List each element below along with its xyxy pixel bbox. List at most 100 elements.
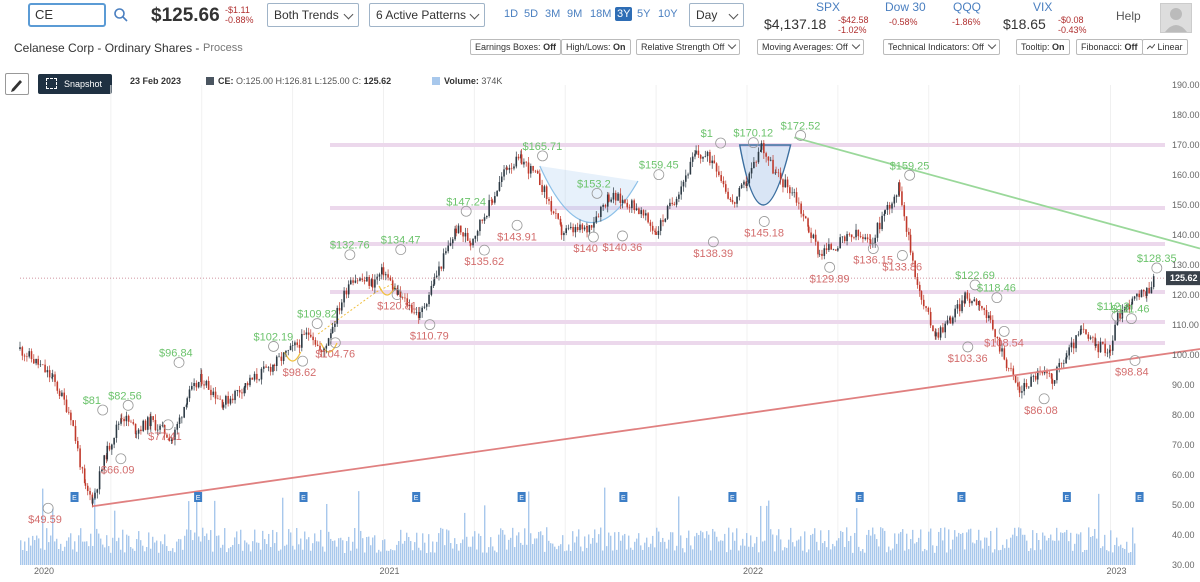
candle-body — [442, 253, 445, 269]
yellow-pattern-line — [317, 282, 395, 335]
index-spx-change-pct: -1.02% — [838, 25, 867, 35]
volume-bar — [310, 550, 312, 565]
candle-body — [1130, 304, 1133, 310]
volume-bar — [1110, 530, 1112, 565]
candle-body — [1025, 382, 1028, 388]
volume-bar — [530, 533, 532, 565]
range-10y[interactable]: 10Y — [658, 8, 678, 20]
candle-body — [837, 248, 839, 251]
symbol-search-input[interactable]: CE — [28, 3, 106, 27]
moving-averages-dropdown[interactable]: Moving Averages: Off — [757, 39, 864, 55]
high-label: $118.46 — [977, 283, 1016, 295]
volume-bar — [112, 537, 114, 565]
patterns-dropdown[interactable]: 6 Active Patterns — [369, 3, 485, 27]
volume-bar — [688, 530, 690, 565]
candle-body — [640, 210, 643, 215]
earnings-marker-box — [70, 492, 79, 502]
candle-body — [727, 191, 729, 199]
trends-dropdown[interactable]: Both Trends — [267, 3, 359, 27]
earnings-marker-box — [855, 492, 864, 502]
volume-bar — [82, 541, 84, 565]
volume-bar — [564, 551, 566, 565]
interval-dropdown[interactable]: Day — [689, 3, 744, 27]
avatar[interactable] — [1160, 3, 1192, 33]
help-link[interactable]: Help — [1116, 9, 1141, 23]
candle-body — [1080, 328, 1083, 330]
volume-bar — [1000, 549, 1002, 565]
candle-body — [1018, 386, 1021, 393]
range-5d[interactable]: 5D — [524, 8, 539, 20]
volume-bar — [1030, 548, 1032, 565]
candle-body — [757, 151, 760, 163]
volume-bar — [236, 531, 238, 565]
volume-bar — [358, 491, 360, 565]
volume-bar — [640, 545, 642, 565]
volume-bar — [312, 543, 314, 565]
candle-body — [411, 304, 413, 313]
toggle-fibonacci[interactable]: Fibonacci: Off — [1076, 39, 1143, 55]
candle-body — [54, 374, 56, 382]
candle-body — [1136, 293, 1138, 297]
range-3y[interactable]: 3Y — [615, 7, 633, 21]
candle-body — [170, 439, 173, 441]
toggle-earnings-boxes[interactable]: Earnings Boxes: Off — [470, 39, 562, 55]
candle-body — [657, 230, 660, 235]
toggle-high-lows[interactable]: High/Lows: On — [561, 39, 631, 55]
volume-bar — [500, 528, 502, 565]
volume-bar — [510, 537, 512, 565]
candle-body — [48, 370, 51, 378]
relative-strength-dropdown[interactable]: Relative Strength Off — [636, 39, 741, 55]
price-chart[interactable]: $81 $82.56 $96.84 $102.19$109.82 $132.76 $134… — [0, 80, 1200, 582]
volume-bar — [722, 540, 724, 565]
technical-indicators-dropdown[interactable]: Technical Indicators: Off — [883, 39, 1000, 55]
volume-bar — [728, 527, 730, 565]
index-dow-name[interactable]: Dow 30 — [885, 0, 926, 14]
volume-bar — [370, 545, 372, 565]
volume-bar — [666, 548, 668, 565]
candle-body — [503, 169, 505, 177]
volume-bar — [456, 544, 458, 565]
candle-body — [1121, 310, 1124, 319]
draw-tool-button[interactable] — [5, 73, 29, 95]
volume-bar — [872, 527, 874, 565]
volume-bar — [322, 546, 324, 565]
search-icon[interactable] — [113, 7, 129, 23]
candle-body — [481, 219, 484, 221]
candle-body — [425, 304, 428, 307]
volume-bar — [316, 541, 318, 565]
volume-bar — [202, 527, 204, 565]
scale-dropdown[interactable]: Linear — [1142, 39, 1188, 55]
index-spx-name[interactable]: SPX — [816, 0, 841, 14]
candle-body — [1034, 375, 1037, 380]
volume-bar — [206, 533, 208, 565]
candle-body — [1106, 352, 1109, 354]
volume-bar — [786, 547, 788, 565]
index-qqq-name[interactable]: QQQ — [953, 0, 982, 14]
range-5y[interactable]: 5Y — [637, 8, 651, 20]
pivot-circle — [268, 341, 279, 352]
low-label: $108.54 — [984, 337, 1024, 349]
candle-body — [106, 445, 109, 460]
volume-bar — [70, 533, 72, 565]
candle-body — [51, 376, 53, 378]
index-vix-name[interactable]: VIX — [1033, 0, 1053, 14]
snapshot-button[interactable]: Snapshot — [38, 74, 112, 94]
range-18m[interactable]: 18M — [590, 8, 612, 20]
volume-bar — [938, 531, 940, 565]
candle-body — [483, 217, 486, 221]
volume-bar — [1100, 548, 1102, 565]
price-change-percent: -0.88% — [225, 15, 254, 25]
toggle-tooltip[interactable]: Tooltip: On — [1016, 39, 1070, 55]
candle-body — [914, 260, 916, 278]
volume-bar — [952, 539, 954, 565]
range-1d[interactable]: 1D — [504, 8, 519, 20]
candle-body — [1140, 290, 1143, 298]
range-3m[interactable]: 3M — [545, 8, 561, 20]
volume-bar — [268, 533, 270, 565]
candle-body — [132, 422, 135, 424]
toggle-fibonacci-label: Fibonacci: — [1081, 42, 1123, 52]
range-9m[interactable]: 9M — [567, 8, 583, 20]
candle-body — [401, 297, 404, 298]
toggle-earnings-boxes-state: Off — [543, 42, 557, 52]
candle-body — [225, 395, 227, 405]
